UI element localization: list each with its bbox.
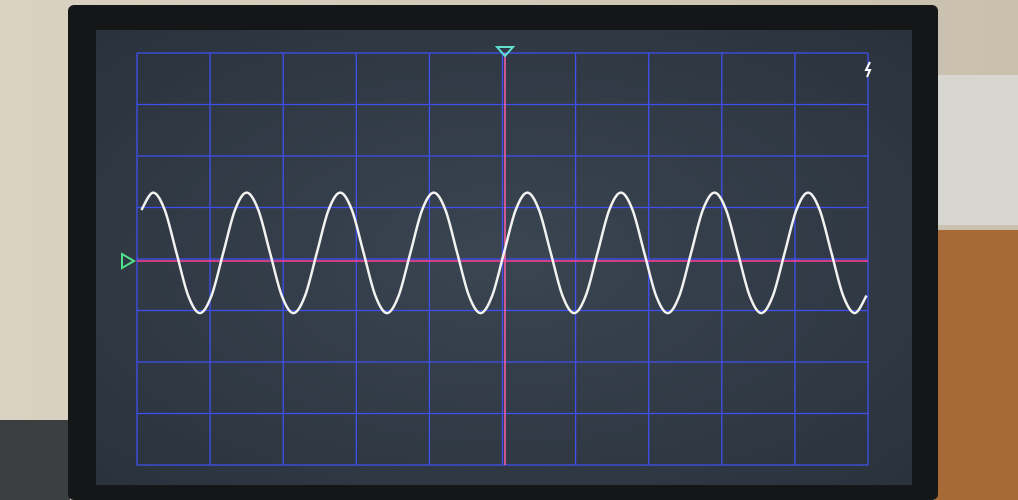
oscilloscope-photo [0, 0, 1018, 500]
device [938, 75, 1018, 225]
page: (() => { const data = JSON.parse(documen… [0, 0, 1018, 500]
cables [0, 420, 70, 500]
shelf [935, 230, 1018, 500]
